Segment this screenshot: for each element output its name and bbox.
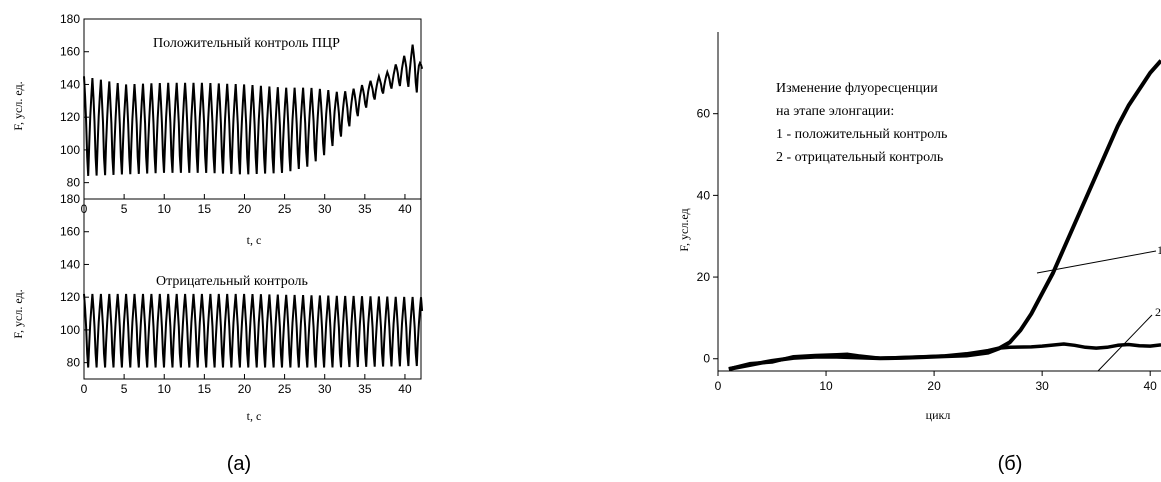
y-tick-label: 80 [67, 356, 81, 370]
y-tick-label: 180 [60, 192, 80, 206]
x-tick-label: 5 [121, 202, 128, 216]
leader-line-2 [1097, 314, 1153, 372]
x-tick-label: 30 [318, 202, 332, 216]
x-tick-label: 35 [358, 382, 372, 396]
x-axis-label: t, с [247, 233, 262, 247]
x-axis-label: t, с [247, 409, 262, 423]
panel-annotation: Положительный контроль ПЦР [153, 36, 340, 51]
y-tick-label: 0 [703, 352, 710, 366]
y-tick-label: 100 [60, 143, 80, 157]
y-tick-label: 160 [60, 45, 80, 59]
legend-annotation: Изменение флуоресценции на этапе элонгац… [776, 81, 947, 165]
x-tick-label: 10 [819, 379, 833, 393]
x-axis-label: цикл [926, 408, 951, 422]
x-tick-label: 20 [238, 202, 252, 216]
y-tick-label: 100 [60, 323, 80, 337]
y-tick-label: 140 [60, 257, 80, 271]
x-tick-label: 20 [927, 379, 941, 393]
y-axis-label: F, усл. ед. [11, 289, 25, 338]
x-tick-label: 40 [398, 382, 412, 396]
y-tick-label: 80 [67, 176, 81, 190]
data-line-series-2 [728, 342, 1161, 371]
y-tick-label: 120 [60, 290, 80, 304]
y-tick-label: 140 [60, 77, 80, 91]
annotation-line: 1 - положительный контроль [776, 127, 947, 142]
y-ticks: 80 100 120 140 160 180 [60, 12, 89, 190]
x-tick-label: 30 [1035, 379, 1049, 393]
x-tick-label: 30 [318, 382, 332, 396]
x-tick-label: 20 [238, 382, 252, 396]
x-tick-label: 25 [278, 382, 292, 396]
panel-annotation: Отрицательный контроль [156, 274, 308, 289]
x-tick-label: 10 [158, 202, 172, 216]
annotation-line: на этапе элонгации: [776, 104, 894, 119]
y-ticks: 80 100 120 140 160 180 [60, 192, 89, 370]
x-tick-label: 15 [198, 382, 212, 396]
leader-line-1 [1036, 250, 1157, 274]
x-ticks: 0 5 10 15 20 25 30 35 40 [81, 374, 412, 396]
x-tick-label: 0 [81, 382, 88, 396]
annotation-line: 2 - отрицательный контроль [776, 150, 943, 165]
caption-a: (а) [227, 453, 251, 475]
y-tick-label: 180 [60, 12, 80, 26]
y-tick-label: 120 [60, 110, 80, 124]
y-tick-label: 20 [697, 270, 711, 284]
y-tick-label: 160 [60, 225, 80, 239]
y-axis-label: F, усл.ед [677, 208, 691, 251]
y-tick-label: 60 [697, 107, 711, 121]
data-line-positive-control [83, 44, 424, 176]
x-tick-label: 35 [358, 202, 372, 216]
x-ticks: 0 10 20 30 40 [715, 371, 1158, 393]
x-tick-label: 10 [158, 382, 172, 396]
x-tick-label: 40 [398, 202, 412, 216]
x-tick-label: 25 [278, 202, 292, 216]
leader-label-1: 1 [1157, 243, 1161, 257]
panel-a-bottom: 80 100 120 140 160 180 0 5 10 15 20 25 30 35 40 Отриц… [11, 192, 424, 423]
y-tick-label: 40 [697, 188, 711, 202]
y-axis-label: F, усл. ед. [11, 81, 25, 130]
x-tick-label: 0 [715, 379, 722, 393]
plot-frame [83, 198, 422, 380]
data-line-negative-control [83, 293, 424, 368]
x-tick-label: 40 [1144, 379, 1158, 393]
y-ticks: 0 20 40 60 [697, 107, 718, 366]
annotation-line: Изменение флуоресценции [776, 81, 938, 96]
caption-b: (б) [998, 453, 1023, 475]
x-ticks: 0 5 10 15 20 25 30 35 40 [81, 194, 412, 216]
leader-label-2: 2 [1155, 305, 1161, 319]
panel-b: 0 20 40 60 0 10 20 30 40 Изменение флуоресценци… [677, 32, 1161, 422]
x-tick-label: 5 [121, 382, 128, 396]
x-tick-label: 15 [198, 202, 212, 216]
